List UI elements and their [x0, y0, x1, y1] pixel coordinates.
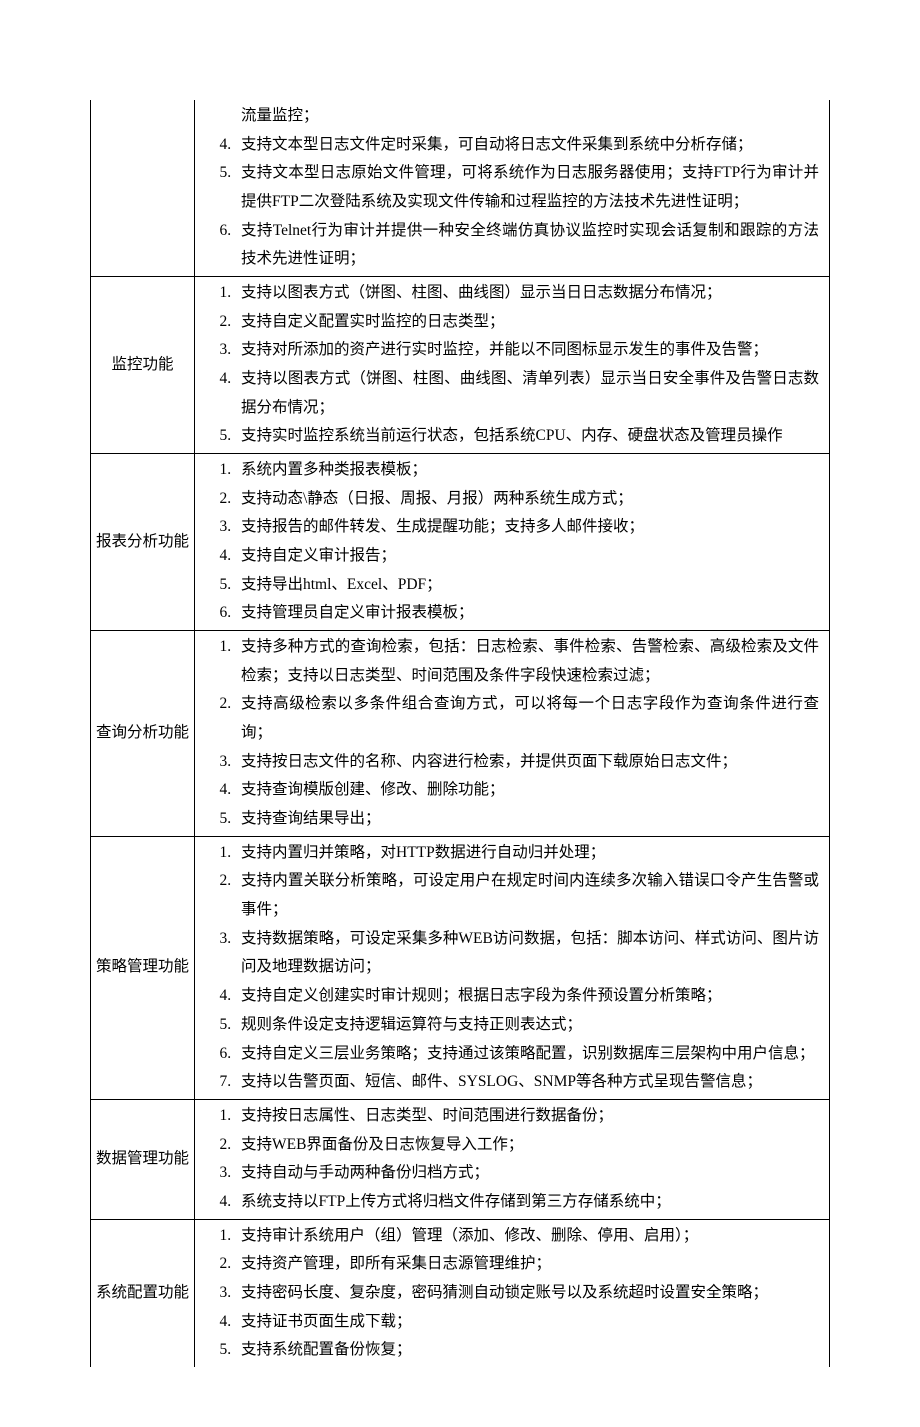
content-cell: 支持以图表方式（饼图、柱图、曲线图）显示当日日志数据分布情况；支持自定义配置实时…	[195, 277, 830, 454]
list-item: 支持动态\静态（日报、周报、月报）两种系统生成方式；	[235, 485, 819, 514]
content-cell: 支持内置归并策略，对HTTP数据进行自动归并处理；支持内置关联分析策略，可设定用…	[195, 836, 830, 1099]
category-cell: 系统配置功能	[91, 1219, 195, 1367]
list-item: 支持Telnet行为审计并提供一种安全终端仿真协议监控时实现会话复制和跟踪的方法…	[235, 217, 819, 274]
list-item: 支持按日志文件的名称、内容进行检索，并提供页面下载原始日志文件；	[235, 748, 819, 777]
list-item: 支持文本型日志原始文件管理，可将系统作为日志服务器使用；支持FTP行为审计并提供…	[235, 159, 819, 216]
content-cell: 系统内置多种类报表模板；支持动态\静态（日报、周报、月报）两种系统生成方式；支持…	[195, 454, 830, 631]
list-item: 支持自定义创建实时审计规则；根据日志字段为条件预设置分析策略；	[235, 982, 819, 1011]
category-cell: 监控功能	[91, 277, 195, 454]
category-label: 数据管理功能	[96, 1150, 189, 1167]
list-item: 支持查询结果导出；	[235, 805, 819, 834]
table-row: 监控功能 支持以图表方式（饼图、柱图、曲线图）显示当日日志数据分布情况；支持自定义…	[91, 277, 830, 454]
table-row: 查询分析功能 支持多种方式的查询检索，包括：日志检索、事件检索、告警检索、高级检索…	[91, 631, 830, 837]
list-item: 支持以图表方式（饼图、柱图、曲线图）显示当日日志数据分布情况；	[235, 279, 819, 308]
list-item: 支持系统配置备份恢复；	[235, 1336, 819, 1365]
category-cell: 报表分析功能	[91, 454, 195, 631]
category-cell: 策略管理功能	[91, 836, 195, 1099]
list-item: 支持密码长度、复杂度，密码猜测自动锁定账号以及系统超时设置安全策略；	[235, 1279, 819, 1308]
list-item: 支持内置归并策略，对HTTP数据进行自动归并处理；	[235, 839, 819, 868]
list-item: 支持WEB界面备份及日志恢复导入工作；	[235, 1131, 819, 1160]
table-row: 系统配置功能支持审计系统用户（组）管理（添加、修改、删除、停用、启用）；支持资产…	[91, 1219, 830, 1367]
feature-list: 支持按日志属性、日志类型、时间范围进行数据备份；支持WEB界面备份及日志恢复导入…	[203, 1102, 819, 1217]
table-row: 报表分析功能系统内置多种类报表模板；支持动态\静态（日报、周报、月报）两种系统生…	[91, 454, 830, 631]
list-item: 支持内置关联分析策略，可设定用户在规定时间内连续多次输入错误口令产生告警或事件；	[235, 867, 819, 924]
category-label: 系统配置功能	[96, 1284, 189, 1301]
list-item: 支持实时监控系统当前运行状态，包括系统CPU、内存、硬盘状态及管理员操作	[235, 422, 819, 451]
table-row: 流量监控；支持文本型日志文件定时采集，可自动将日志文件采集到系统中分析存储；支持…	[91, 100, 830, 277]
table-row: 策略管理功能支持内置归并策略，对HTTP数据进行自动归并处理；支持内置关联分析策…	[91, 836, 830, 1099]
list-item: 支持自定义配置实时监控的日志类型；	[235, 308, 819, 337]
category-cell: 数据管理功能	[91, 1099, 195, 1219]
table-row: 数据管理功能支持按日志属性、日志类型、时间范围进行数据备份；支持WEB界面备份及…	[91, 1099, 830, 1219]
list-item: 支持以图表方式（饼图、柱图、曲线图、清单列表）显示当日安全事件及告警日志数据分布…	[235, 365, 819, 422]
content-cell: 支持审计系统用户（组）管理（添加、修改、删除、停用、启用）；支持资产管理，即所有…	[195, 1219, 830, 1367]
list-item: 支持按日志属性、日志类型、时间范围进行数据备份；	[235, 1102, 819, 1131]
list-item: 支持报告的邮件转发、生成提醒功能；支持多人邮件接收；	[235, 513, 819, 542]
list-item: 支持数据策略，可设定采集多种WEB访问数据，包括：脚本访问、样式访问、图片访问及…	[235, 925, 819, 982]
category-label: 查询分析功能	[96, 724, 189, 741]
list-item: 支持导出html、Excel、PDF；	[235, 571, 819, 600]
feature-list: 支持审计系统用户（组）管理（添加、修改、删除、停用、启用）；支持资产管理，即所有…	[203, 1222, 819, 1365]
list-item: 系统支持以FTP上传方式将归档文件存储到第三方存储系统中；	[235, 1188, 819, 1217]
content-cell: 流量监控；支持文本型日志文件定时采集，可自动将日志文件采集到系统中分析存储；支持…	[195, 100, 830, 277]
list-item: 流量监控；	[203, 102, 819, 131]
list-item: 系统内置多种类报表模板；	[235, 456, 819, 485]
feature-list: 支持以图表方式（饼图、柱图、曲线图）显示当日日志数据分布情况；支持自定义配置实时…	[203, 279, 819, 451]
list-item: 支持多种方式的查询检索，包括：日志检索、事件检索、告警检索、高级检索及文件检索；…	[235, 633, 819, 690]
category-label: 报表分析功能	[96, 533, 189, 550]
list-item: 支持自定义审计报告；	[235, 542, 819, 571]
feature-list: 支持内置归并策略，对HTTP数据进行自动归并处理；支持内置关联分析策略，可设定用…	[203, 839, 819, 1097]
category-cell	[91, 100, 195, 277]
list-item: 支持高级检索以多条件组合查询方式，可以将每一个日志字段作为查询条件进行查询；	[235, 690, 819, 747]
feature-list: 支持文本型日志文件定时采集，可自动将日志文件采集到系统中分析存储；支持文本型日志…	[203, 131, 819, 274]
list-item: 支持资产管理，即所有采集日志源管理维护；	[235, 1250, 819, 1279]
feature-list: 系统内置多种类报表模板；支持动态\静态（日报、周报、月报）两种系统生成方式；支持…	[203, 456, 819, 628]
list-item: 支持证书页面生成下载；	[235, 1308, 819, 1337]
list-item: 支持自定义三层业务策略；支持通过该策略配置，识别数据库三层架构中用户信息；	[235, 1040, 819, 1069]
content-cell: 支持按日志属性、日志类型、时间范围进行数据备份；支持WEB界面备份及日志恢复导入…	[195, 1099, 830, 1219]
list-item: 规则条件设定支持逻辑运算符与支持正则表达式；	[235, 1011, 819, 1040]
feature-table: 流量监控；支持文本型日志文件定时采集，可自动将日志文件采集到系统中分析存储；支持…	[90, 100, 830, 1367]
list-item: 支持管理员自定义审计报表模板；	[235, 599, 819, 628]
list-item: 支持以告警页面、短信、邮件、SYSLOG、SNMP等各种方式呈现告警信息；	[235, 1068, 819, 1097]
list-item: 支持文本型日志文件定时采集，可自动将日志文件采集到系统中分析存储；	[235, 131, 819, 160]
list-item: 支持审计系统用户（组）管理（添加、修改、删除、停用、启用）；	[235, 1222, 819, 1251]
list-item: 支持自动与手动两种备份归档方式；	[235, 1159, 819, 1188]
content-cell: 支持多种方式的查询检索，包括：日志检索、事件检索、告警检索、高级检索及文件检索；…	[195, 631, 830, 837]
category-label: 策略管理功能	[96, 958, 189, 975]
category-label: 监控功能	[111, 356, 173, 373]
list-item: 支持对所添加的资产进行实时监控，并能以不同图标显示发生的事件及告警；	[235, 336, 819, 365]
list-item: 支持查询模版创建、修改、删除功能；	[235, 776, 819, 805]
category-cell: 查询分析功能	[91, 631, 195, 837]
feature-list: 支持多种方式的查询检索，包括：日志检索、事件检索、告警检索、高级检索及文件检索；…	[203, 633, 819, 834]
